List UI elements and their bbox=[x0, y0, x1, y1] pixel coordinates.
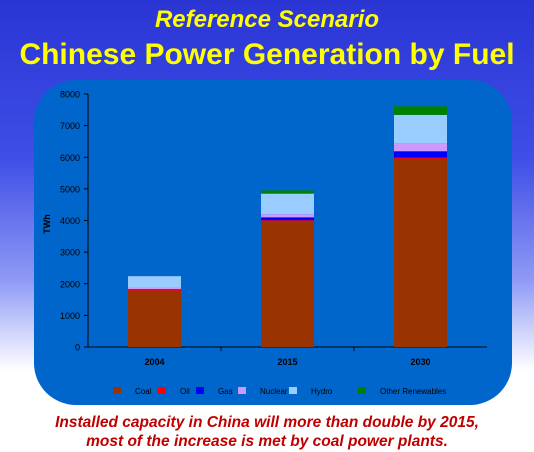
legend-swatch bbox=[158, 387, 166, 394]
legend-label: Gas bbox=[218, 387, 233, 396]
bar-segment-gas bbox=[261, 217, 314, 221]
legend-swatch bbox=[289, 387, 297, 394]
bar-segment-nuclear bbox=[261, 214, 314, 218]
y-axis-label: TWh bbox=[42, 214, 52, 234]
legend-swatch bbox=[238, 387, 246, 394]
y-tick-label: 8000 bbox=[60, 90, 80, 100]
bar-segment-nuclear bbox=[394, 143, 447, 152]
legend-swatch bbox=[196, 387, 204, 394]
x-tick-label: 2015 bbox=[277, 357, 297, 367]
x-tick-label: 2030 bbox=[410, 357, 430, 367]
subtitle: Reference Scenario bbox=[154, 6, 380, 33]
bar-segment-hydro bbox=[128, 276, 181, 288]
y-tick-label: 3000 bbox=[60, 248, 80, 258]
y-tick-label: 0 bbox=[75, 343, 80, 353]
legend-label: Hydro bbox=[311, 387, 333, 396]
legend-swatch bbox=[358, 387, 366, 394]
bar-segment-coal bbox=[261, 222, 314, 347]
y-tick-label: 5000 bbox=[60, 184, 80, 194]
legend-swatch bbox=[113, 387, 121, 394]
bar-segment-oil bbox=[128, 289, 181, 291]
bar-segment-nuclear bbox=[128, 287, 181, 290]
bar-segment-oil bbox=[261, 220, 314, 223]
bar-segment-gas bbox=[394, 151, 447, 158]
page-title: Chinese Power Generation by Fuel bbox=[19, 38, 515, 71]
y-tick-label: 1000 bbox=[60, 311, 80, 321]
chart-bars bbox=[128, 106, 447, 347]
y-tick-label: 2000 bbox=[60, 279, 80, 289]
chart-labels: 0 1000 2000 3000 4000 5000 6000 7000 8000 TWh 2004… bbox=[42, 90, 431, 368]
legend-label: Other Renewables bbox=[380, 387, 446, 396]
legend-label: Oil bbox=[180, 387, 190, 396]
bar-segment-oil bbox=[394, 157, 447, 159]
legend-label: Nuclear bbox=[260, 387, 288, 396]
caption: Installed capacity in China will more th… bbox=[0, 413, 534, 451]
y-tick-label: 7000 bbox=[60, 121, 80, 131]
y-tick-label: 6000 bbox=[60, 153, 80, 163]
caption-line-2: most of the increase is met by coal powe… bbox=[86, 433, 448, 450]
chart-legend: Coal Oil Gas Nuclear Hydro Other Renewables bbox=[113, 387, 446, 396]
bar-segment-coal bbox=[394, 158, 447, 347]
bar-segment-coal bbox=[128, 290, 181, 347]
bar-segment-other-renewables bbox=[394, 106, 447, 115]
caption-line-1: Installed capacity in China will more th… bbox=[55, 414, 479, 431]
x-tick-label: 2004 bbox=[144, 357, 164, 367]
y-tick-label: 4000 bbox=[60, 216, 80, 226]
bar-segment-hydro bbox=[261, 193, 314, 215]
legend-label: Coal bbox=[135, 387, 152, 396]
bar-segment-other-renewables bbox=[261, 190, 314, 194]
bar-segment-hydro bbox=[394, 114, 447, 144]
